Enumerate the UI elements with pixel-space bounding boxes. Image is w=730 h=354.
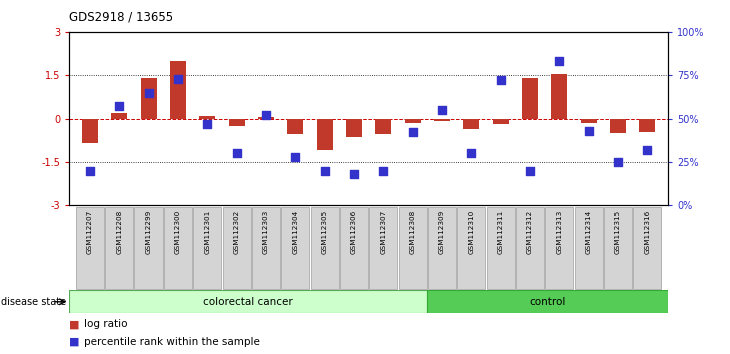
Bar (604, 207, 632, 289)
Text: GSM112315: GSM112315 (615, 210, 621, 254)
Text: GSM112312: GSM112312 (527, 210, 533, 254)
Text: ■: ■ (69, 319, 80, 329)
Bar (580, 119, 597, 123)
Point (466, 150, 477, 156)
Point (290, 154, 301, 160)
Text: GSM112305: GSM112305 (322, 210, 328, 254)
Bar (545, 207, 574, 289)
Bar (134, 207, 163, 289)
Bar (76, 207, 104, 289)
Text: GSM112207: GSM112207 (87, 210, 93, 254)
Bar (610, 119, 626, 133)
Point (377, 168, 389, 173)
Text: GSM112308: GSM112308 (410, 210, 415, 254)
Bar (346, 119, 362, 137)
Bar (258, 116, 274, 119)
Point (583, 128, 594, 133)
Text: ■: ■ (69, 337, 80, 347)
Bar (340, 207, 368, 289)
Text: GSM112310: GSM112310 (469, 210, 475, 254)
Point (113, 104, 125, 109)
Text: GSM112303: GSM112303 (263, 210, 269, 254)
Bar (369, 207, 397, 289)
Point (612, 159, 624, 165)
Point (553, 58, 565, 64)
Text: GSM112306: GSM112306 (351, 210, 357, 254)
Bar (639, 119, 656, 132)
Bar (281, 207, 310, 289)
Bar (164, 207, 192, 289)
Text: GSM112208: GSM112208 (116, 210, 122, 254)
Bar (399, 207, 427, 289)
Point (172, 76, 184, 81)
Point (436, 107, 447, 113)
Text: GSM112300: GSM112300 (175, 210, 181, 254)
Bar (252, 207, 280, 289)
Point (407, 130, 418, 135)
Point (260, 112, 272, 118)
Text: GSM112304: GSM112304 (292, 210, 299, 254)
Bar (493, 119, 509, 124)
Bar (428, 207, 456, 289)
Text: colorectal cancer: colorectal cancer (204, 297, 293, 307)
Bar (111, 113, 127, 119)
Bar (457, 207, 485, 289)
Bar (634, 207, 661, 289)
Point (495, 78, 507, 83)
Text: GDS2918 / 13655: GDS2918 / 13655 (69, 11, 174, 24)
Bar (434, 119, 450, 121)
Text: GSM112316: GSM112316 (645, 210, 650, 254)
Text: percentile rank within the sample: percentile rank within the sample (84, 337, 260, 347)
Bar (516, 207, 544, 289)
Bar (199, 116, 215, 119)
Bar (522, 78, 538, 119)
Point (231, 150, 242, 156)
Text: GSM112311: GSM112311 (498, 210, 504, 254)
Point (143, 90, 155, 96)
Bar (223, 207, 250, 289)
Text: GSM112302: GSM112302 (234, 210, 239, 254)
Text: GSM112307: GSM112307 (380, 210, 386, 254)
Bar (551, 74, 567, 119)
Text: GSM112314: GSM112314 (585, 210, 592, 254)
Point (642, 147, 653, 153)
Bar (575, 207, 603, 289)
Bar (170, 61, 186, 119)
Bar (375, 119, 391, 135)
Bar (464, 119, 480, 129)
Text: GSM112301: GSM112301 (204, 210, 210, 254)
Bar (317, 119, 333, 150)
Bar (427, 290, 668, 313)
Text: GSM112313: GSM112313 (556, 210, 562, 254)
Text: GSM112299: GSM112299 (145, 210, 152, 254)
Bar (287, 119, 304, 135)
Bar (228, 119, 245, 126)
Point (348, 171, 360, 177)
Bar (69, 290, 427, 313)
Bar (82, 119, 98, 143)
Point (84, 168, 96, 173)
Text: disease state: disease state (1, 297, 66, 307)
Text: log ratio: log ratio (84, 319, 128, 329)
Point (201, 121, 213, 127)
Point (524, 168, 536, 173)
Bar (105, 207, 134, 289)
Bar (310, 207, 339, 289)
Bar (140, 78, 157, 119)
Text: control: control (529, 297, 566, 307)
Bar (487, 207, 515, 289)
Bar (404, 119, 420, 123)
Text: GSM112309: GSM112309 (439, 210, 445, 254)
Point (319, 168, 331, 173)
Bar (193, 207, 221, 289)
